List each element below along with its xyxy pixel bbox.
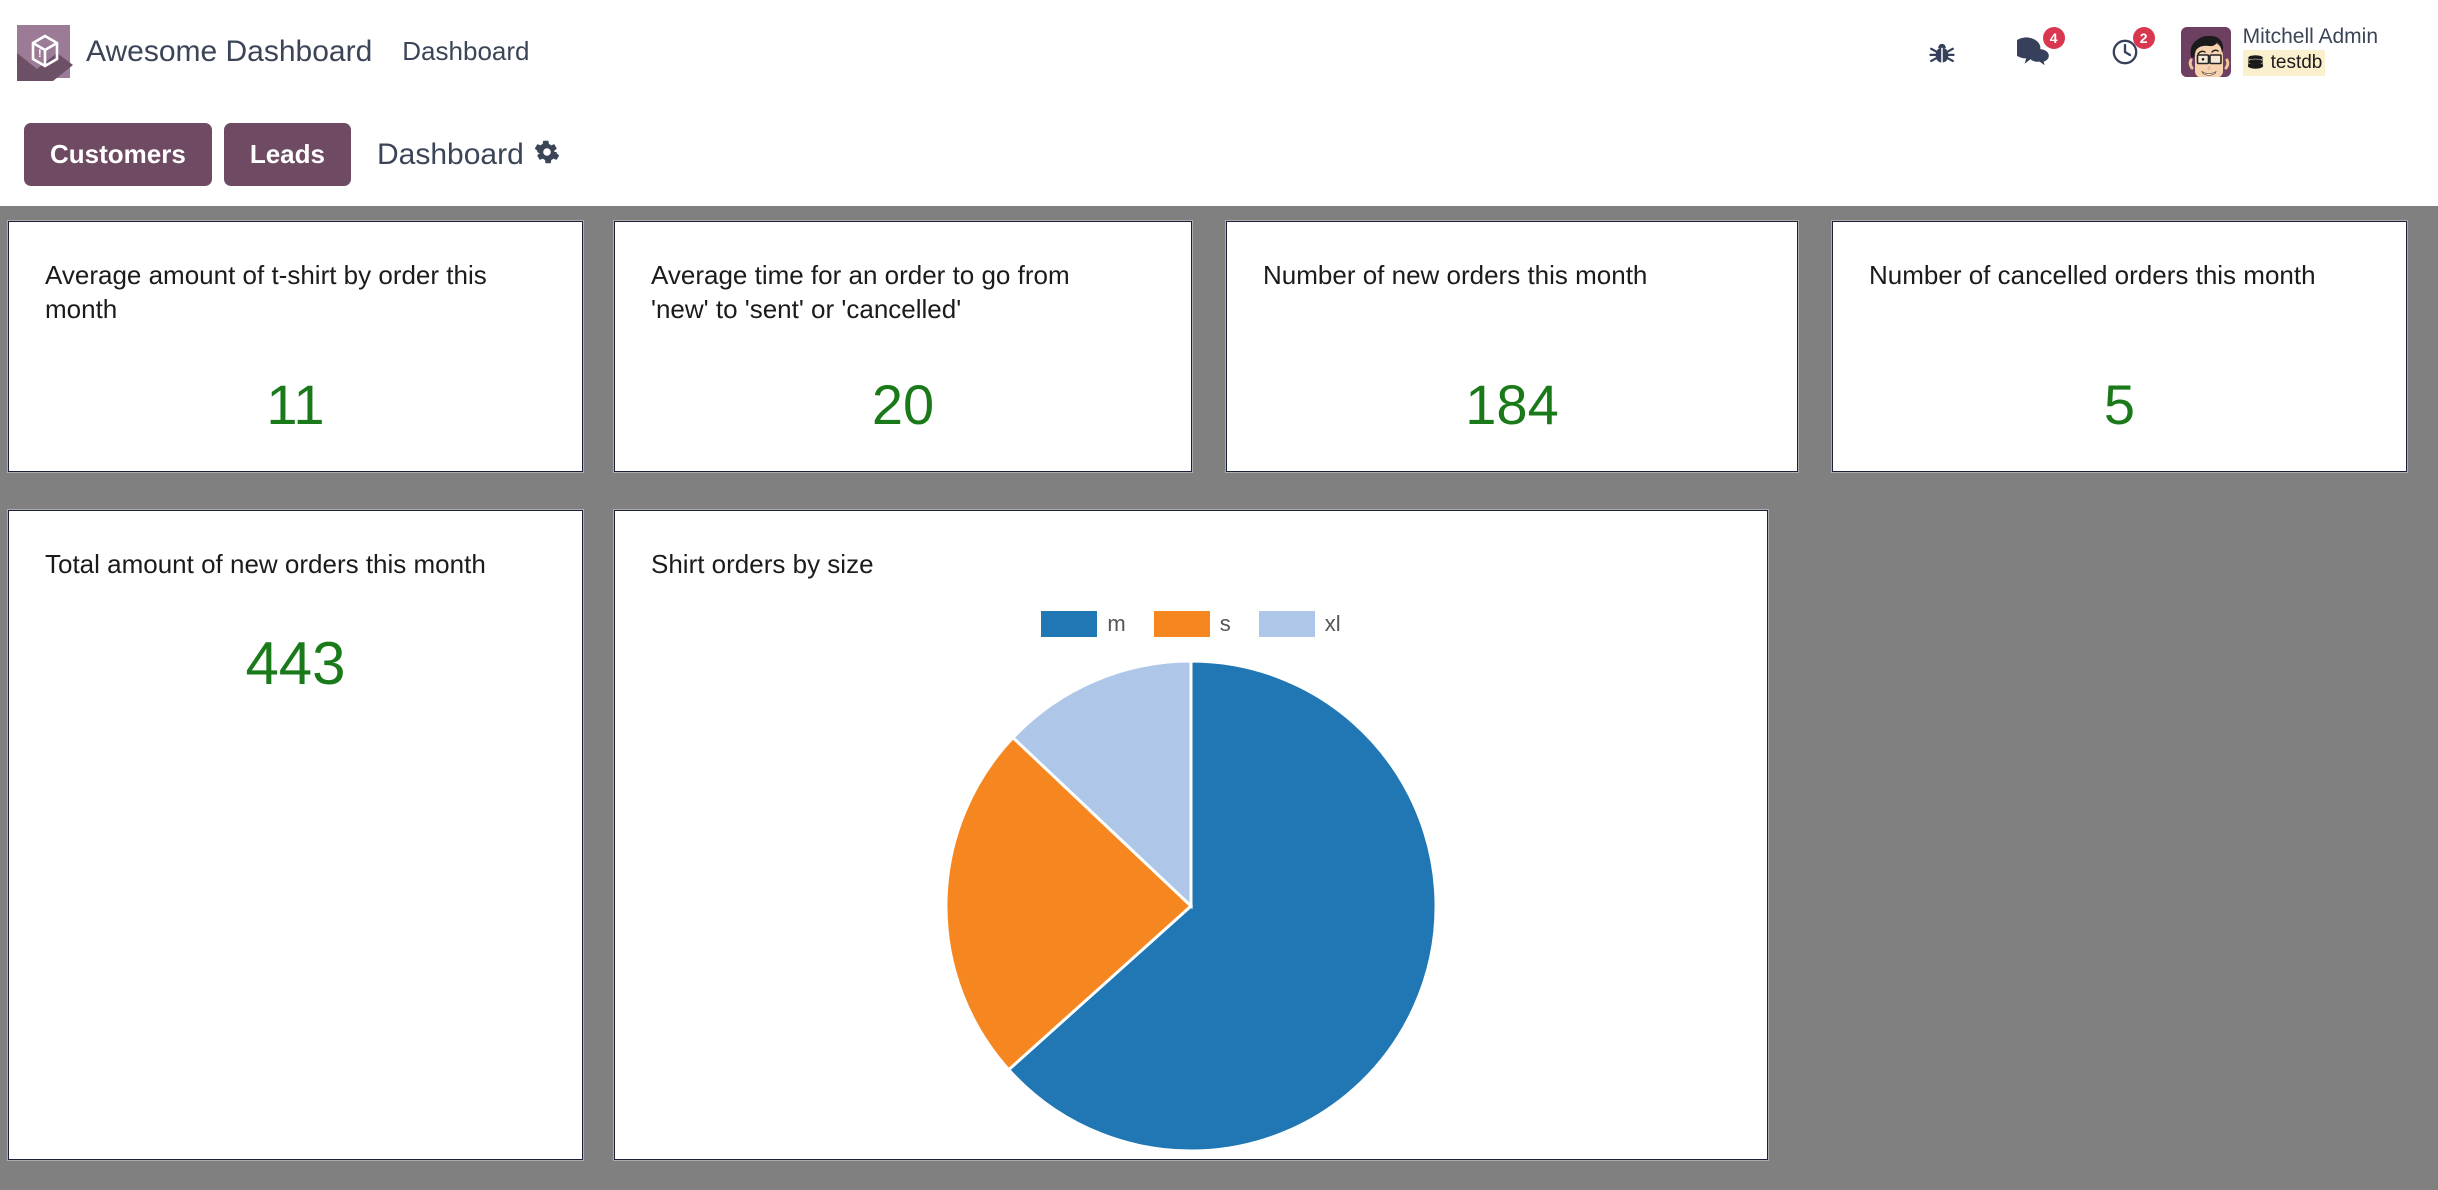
svg-text:!: ! — [38, 48, 42, 60]
